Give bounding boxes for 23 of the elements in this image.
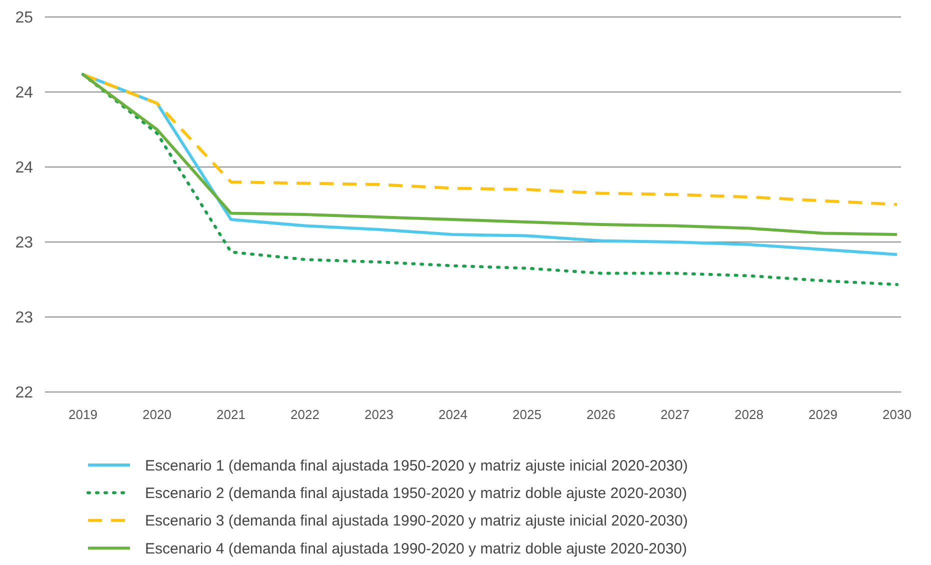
legend-label: Escenario 3 (demanda final ajustada 1990-2020 y matriz ajuste inicial 2020-2030) (145, 512, 688, 530)
x-tick-label: 2026 (586, 407, 616, 422)
x-tick-label: 2027 (660, 407, 690, 422)
legend-label: Escenario 1 (demanda final ajustada 1950-2020 y matriz ajuste inicial 2020-2030) (145, 457, 688, 474)
x-tick-label: 2022 (290, 407, 320, 422)
legend-label: Escenario 2 (demanda final ajustada 1950-2020 y matriz doble ajuste 2020-2030) (145, 484, 688, 502)
x-tick-label: 2021 (216, 407, 246, 422)
x-tick-label: 2024 (438, 407, 468, 422)
line-series (82, 73, 898, 206)
y-tick-label: 24 (15, 84, 34, 102)
y-tick-label: 23 (15, 234, 34, 252)
x-tick-label: 2030 (882, 407, 912, 422)
y-tick-label: 25 (15, 10, 34, 27)
y-tick-label: 23 (15, 310, 34, 327)
legend-label: Escenario 4 (demanda final ajustada 1990-2020 y matriz doble ajuste 2020-2030) (145, 540, 688, 558)
x-tick-label: 2023 (364, 407, 394, 422)
x-tick-label: 2029 (808, 407, 838, 422)
y-tick-label: 24 (15, 160, 34, 177)
y-tick-label: 22 (15, 384, 34, 402)
x-tick-label: 2019 (68, 407, 98, 422)
x-tick-label: 2028 (734, 407, 764, 422)
x-tick-label: 2025 (512, 407, 542, 422)
x-tick-label: 2020 (142, 407, 172, 422)
